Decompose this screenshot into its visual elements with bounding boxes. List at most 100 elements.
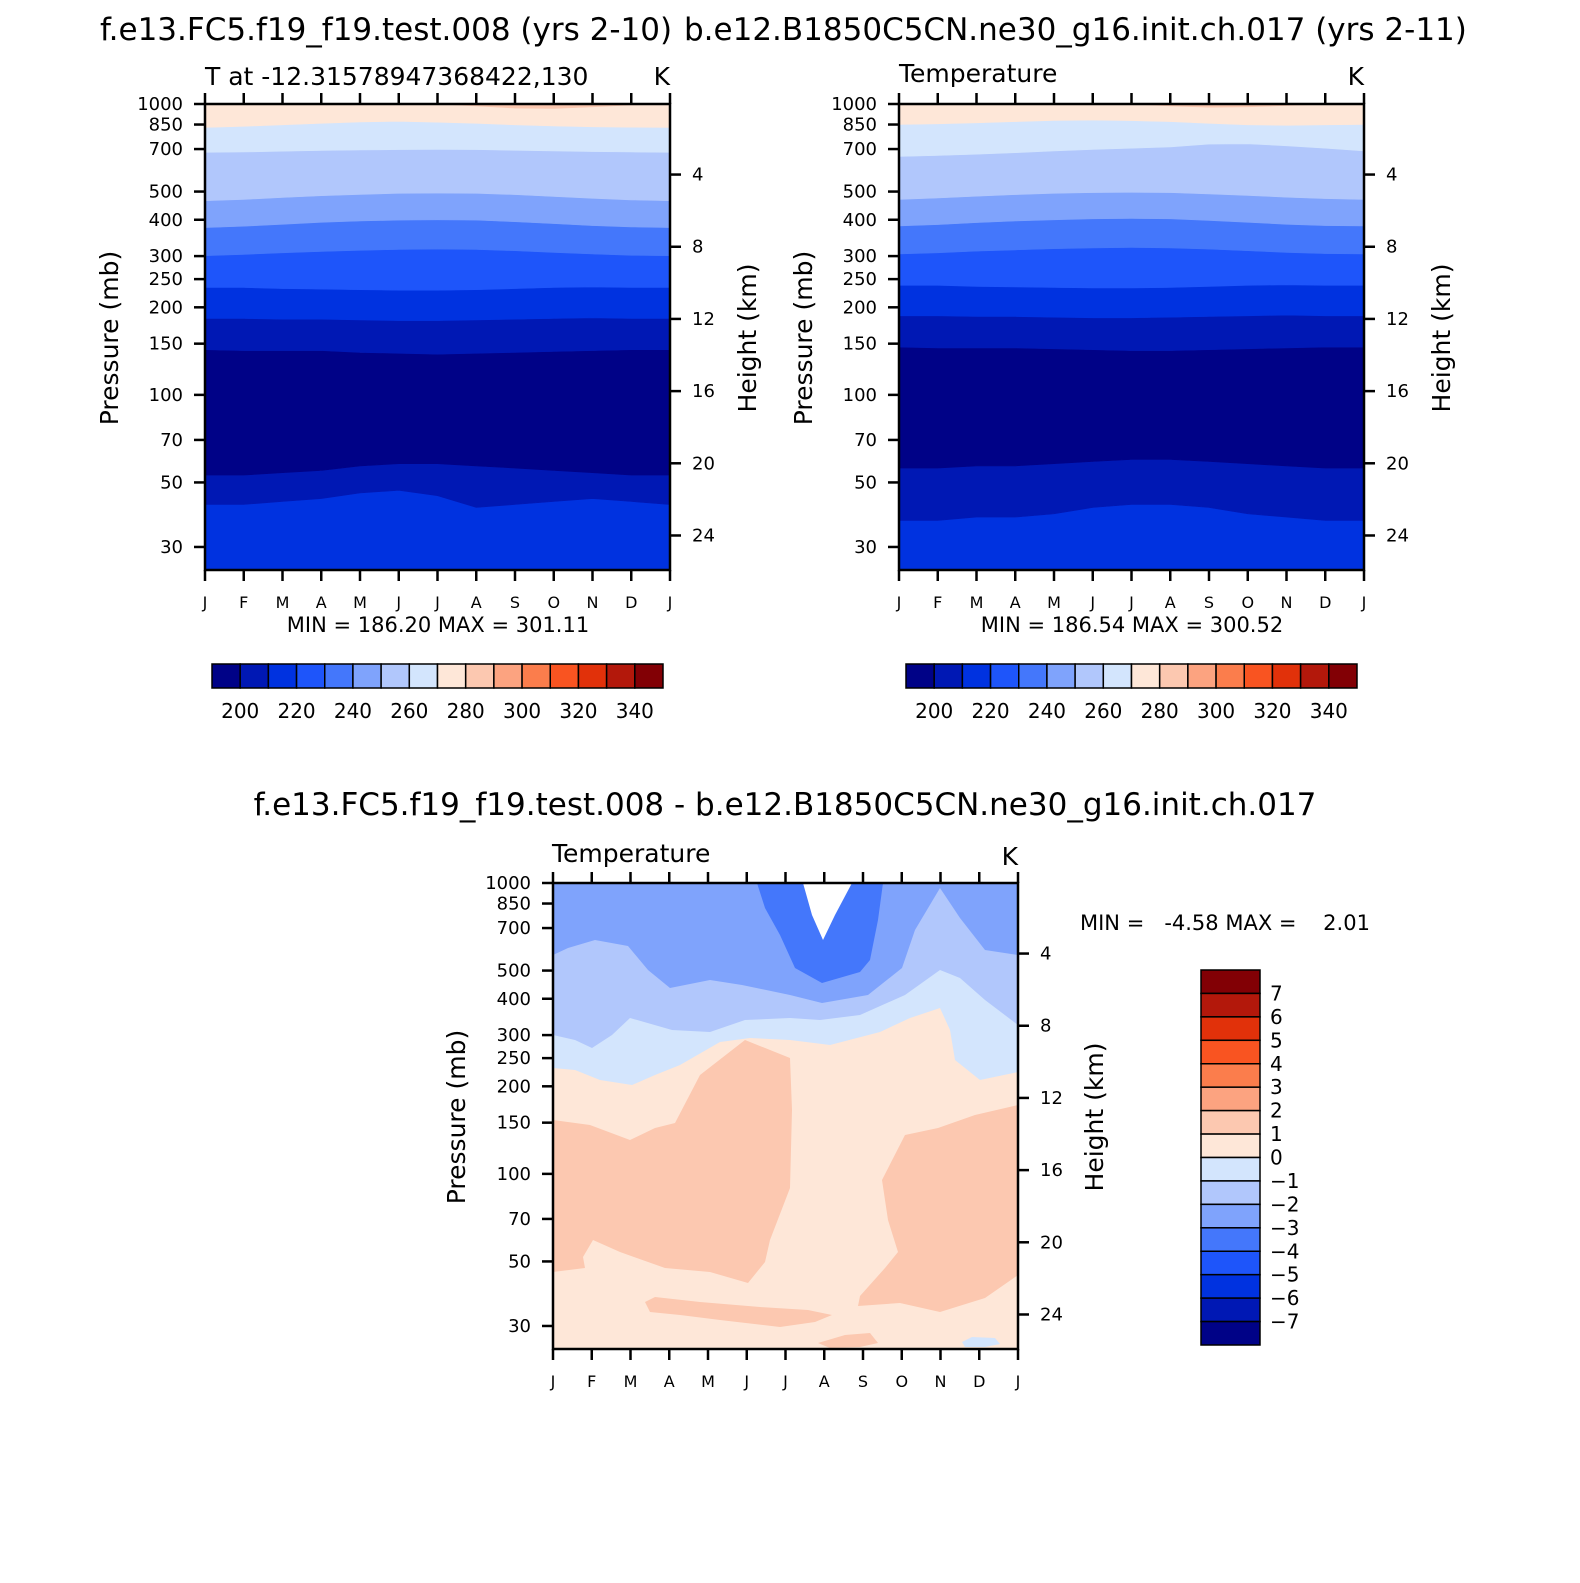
test-colorbar-box <box>324 663 354 689</box>
control-colorbar-box <box>1074 663 1105 689</box>
difference-y-tick-label: 50 <box>508 1251 531 1272</box>
test-colorbar-box <box>577 663 608 689</box>
control-colorbar-label: 200 <box>915 699 953 723</box>
difference-colorbar-box <box>1200 1039 1261 1065</box>
test-height-tick-label: 4 <box>692 165 703 186</box>
test-y-tick-label: 850 <box>149 115 183 136</box>
control-contour-band <box>898 284 1365 319</box>
difference-colorbar-label: −4 <box>1270 1239 1299 1263</box>
difference-height-tick-label: 24 <box>1040 1304 1063 1325</box>
difference-y-tick-label: 70 <box>508 1209 531 1230</box>
control-y-tick-label: 1000 <box>831 94 877 115</box>
difference-colorbar-box <box>1200 1297 1261 1323</box>
test-height-tick-label: 12 <box>692 309 715 330</box>
control-height-axis-label: Height (km) <box>1427 264 1456 413</box>
test-colorbar-box <box>211 663 241 689</box>
control-colorbar-box <box>1243 663 1274 689</box>
test-x-tick-label: F <box>239 593 248 612</box>
difference-x-tick-label: N <box>935 1372 947 1391</box>
control-colorbar-label: 300 <box>1197 699 1235 723</box>
control-height-tick-label: 24 <box>1386 525 1409 546</box>
difference-panel-title: f.e13.FC5.f19_f19.test.008 - b.e12.B1850… <box>254 787 1317 823</box>
control-colorbar-box <box>1046 663 1076 689</box>
test-x-tick-label: S <box>510 593 520 612</box>
test-colorbar-box <box>521 663 551 689</box>
control-colorbar-box <box>1102 663 1133 689</box>
control-colorbar-label: 280 <box>1141 699 1179 723</box>
control-height-tick-label: 8 <box>1386 237 1397 258</box>
control-colorbar: 200 220 240 260 280 300 320 340 <box>905 663 1358 723</box>
difference-colorbar-box <box>1200 1133 1261 1159</box>
control-height-tick-label: 12 <box>1386 309 1409 330</box>
difference-min-max: MIN = -4.58 MAX = 2.01 <box>1080 911 1370 935</box>
control-height-tick-label: 16 <box>1386 381 1409 402</box>
test-y-tick-label: 50 <box>160 472 183 493</box>
control-x-tick-label: A <box>1165 593 1176 612</box>
test-colorbar-label: 200 <box>221 699 259 723</box>
control-colorbar-box <box>933 663 964 689</box>
test-colorbar-label: 260 <box>390 699 428 723</box>
difference-x-tick-label: M <box>624 1372 638 1391</box>
left-panel-title: f.e13.FC5.f19_f19.test.008 (yrs 2-10) <box>100 12 672 48</box>
difference-colorbar-label: 0 <box>1270 1146 1283 1170</box>
test-height-tick-label: 16 <box>692 381 715 402</box>
difference-y-tick-label: 300 <box>497 1025 531 1046</box>
difference-colorbar-box <box>1200 1227 1261 1252</box>
difference-height-tick-label: 16 <box>1040 1160 1063 1181</box>
test-units: K <box>654 62 671 91</box>
test-y-tick-label: 70 <box>160 430 183 451</box>
difference-colorbar-box <box>1200 1109 1261 1135</box>
difference-units: K <box>1002 842 1019 871</box>
difference-y-tick-label: 200 <box>497 1076 531 1097</box>
test-colorbar-box <box>549 663 580 689</box>
difference-y-tick-label: 30 <box>508 1316 531 1337</box>
test-x-tick-label: D <box>625 593 637 612</box>
test-colorbar-label: 220 <box>277 699 315 723</box>
control-colorbar-box <box>1328 663 1358 689</box>
test-colorbar-box <box>464 663 495 689</box>
difference-colorbar-label: 6 <box>1270 1005 1283 1029</box>
control-y-tick-label: 400 <box>843 210 877 231</box>
test-x-tick-label: J <box>395 593 401 612</box>
difference-x-tick-label: O <box>895 1372 908 1391</box>
difference-y-tick-label: 700 <box>497 918 531 939</box>
test-colorbar-label: 300 <box>503 699 541 723</box>
test-colorbar-label: 240 <box>334 699 372 723</box>
control-y-tick-label: 50 <box>854 472 877 493</box>
control-y-tick-label: 300 <box>843 246 877 267</box>
test-colorbar-box <box>634 663 664 689</box>
control-x-tick-label: F <box>933 593 942 612</box>
control-colorbar-label: 260 <box>1084 699 1122 723</box>
difference-colorbar-label: −5 <box>1270 1263 1299 1287</box>
control-height-tick-label: 20 <box>1386 453 1409 474</box>
control-contour-band <box>898 346 1365 469</box>
test-y-tick-label: 100 <box>149 385 183 406</box>
difference-x-tick-label: A <box>664 1372 675 1391</box>
control-colorbar-box <box>1215 663 1245 689</box>
difference-colorbar-box <box>1200 992 1261 1018</box>
difference-x-tick-label: D <box>973 1372 985 1391</box>
control-contour-band <box>898 314 1365 351</box>
right-panel-title: b.e12.B1850C5CN.ne30_g16.init.ch.017 (yr… <box>684 12 1467 48</box>
test-height-tick-label: 24 <box>692 525 715 546</box>
control-x-tick-label: O <box>1241 593 1254 612</box>
difference-colorbar-box <box>1200 1320 1261 1346</box>
diff-region-surface-blue <box>962 1337 1000 1347</box>
test-x-tick-label: A <box>316 593 327 612</box>
difference-colorbar-label: 5 <box>1270 1028 1283 1052</box>
test-x-tick-label: J <box>434 593 440 612</box>
diff-region-1-to-2-surface <box>818 1333 878 1348</box>
control-y-tick-label: 250 <box>843 269 877 290</box>
test-x-tick-label: M <box>276 593 290 612</box>
control-x-tick-label: M <box>970 593 984 612</box>
difference-x-tick-label: A <box>819 1372 830 1391</box>
difference-y-tick-label: 150 <box>497 1113 531 1134</box>
test-height-tick-label: 8 <box>692 237 703 258</box>
control-colorbar-box <box>1018 663 1048 689</box>
control-x-tick-label: J <box>1361 593 1367 612</box>
difference-x-tick-label: J <box>550 1372 556 1391</box>
control-y-tick-label: 150 <box>843 334 877 355</box>
